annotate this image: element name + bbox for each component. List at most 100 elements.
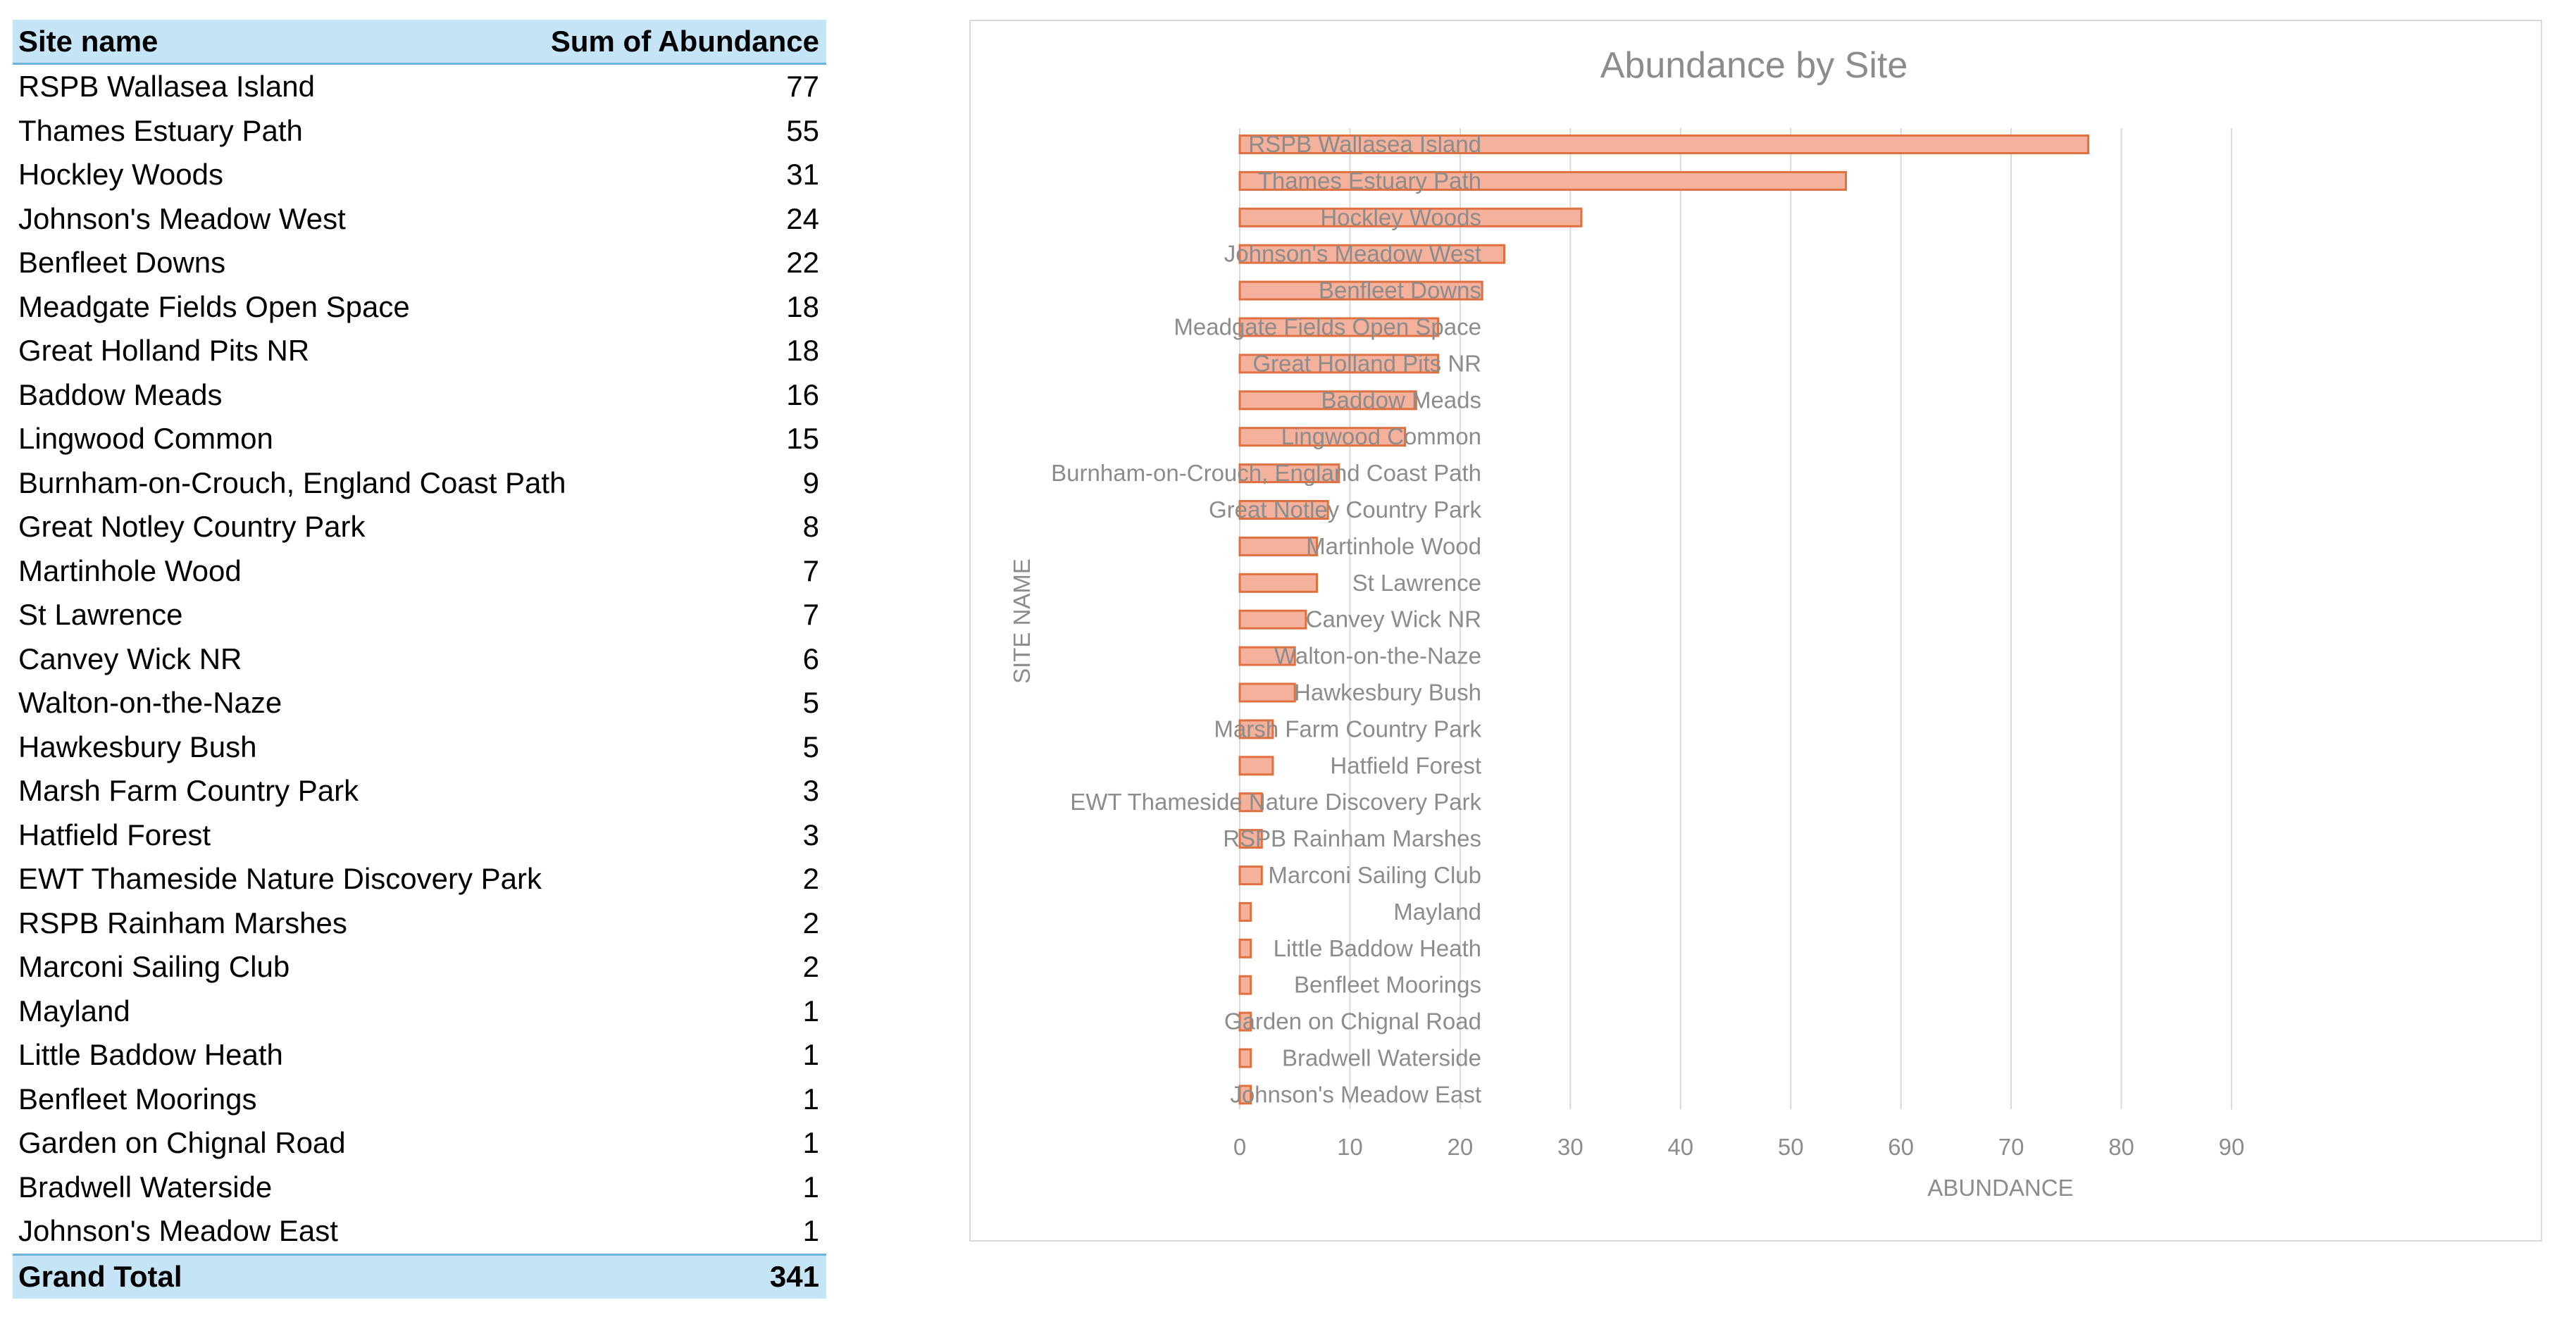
pivot-row-site-name[interactable]: RSPB Rainham Marshes	[18, 906, 347, 939]
pivot-row[interactable]: Thames Estuary Path 55	[13, 108, 826, 153]
bar[interactable]	[1238, 135, 2090, 154]
bar[interactable]	[1238, 756, 1274, 776]
pivot-row-abundance[interactable]: 1	[802, 1214, 819, 1248]
pivot-row-abundance[interactable]: 16	[786, 377, 819, 411]
bar[interactable]	[1238, 500, 1329, 520]
pivot-row[interactable]: Canvey Wick NR 6	[13, 637, 826, 681]
bar[interactable]	[1238, 829, 1263, 849]
bar[interactable]	[1238, 866, 1263, 885]
abundance-chart[interactable]: Abundance by Site RSPB Wallasea Island Th…	[969, 20, 2542, 1242]
bar[interactable]	[1238, 170, 1847, 191]
pivot-row-site-name[interactable]: Garden on Chignal Road	[18, 1126, 346, 1160]
pivot-row-abundance[interactable]: 1	[802, 994, 819, 1028]
pivot-row-site-name[interactable]: Marsh Farm Country Park	[18, 774, 359, 808]
pivot-row-site-name[interactable]: EWT Thameside Nature Discovery Park	[18, 862, 542, 896]
pivot-row-site-name[interactable]: St Lawrence	[18, 598, 183, 632]
pivot-row[interactable]: RSPB Wallasea Island 77	[13, 65, 826, 109]
pivot-row-site-name[interactable]: Hatfield Forest	[18, 818, 211, 851]
pivot-row-site-name[interactable]: Little Baddow Heath	[18, 1038, 283, 1072]
bar[interactable]	[1238, 646, 1296, 666]
pivot-row-abundance[interactable]: 2	[802, 862, 819, 896]
pivot-row[interactable]: EWT Thameside Nature Discovery Park 2	[13, 857, 826, 901]
pivot-row-abundance[interactable]: 18	[786, 289, 819, 323]
bar[interactable]	[1238, 244, 1505, 264]
pivot-row[interactable]: Johnson's Meadow East 1	[13, 1209, 826, 1254]
pivot-row[interactable]: Lingwood Common 15	[13, 417, 826, 461]
pivot-row[interactable]: RSPB Rainham Marshes 2	[13, 901, 826, 945]
pivot-row-abundance[interactable]: 3	[802, 774, 819, 808]
pivot-row[interactable]: Baddow Meads 16	[13, 373, 826, 417]
bar[interactable]	[1238, 792, 1263, 813]
bar[interactable]	[1238, 609, 1307, 630]
pivot-row[interactable]: Great Holland Pits NR 18	[13, 329, 826, 373]
pivot-row-abundance[interactable]: 2	[802, 906, 819, 939]
bar[interactable]	[1238, 354, 1440, 374]
bar[interactable]	[1238, 573, 1319, 593]
pivot-row-site-name[interactable]: Meadgate Fields Open Space	[18, 289, 410, 323]
pivot-row[interactable]: Garden on Chignal Road 1	[13, 1121, 826, 1166]
bar[interactable]	[1238, 207, 1583, 227]
bar[interactable]	[1238, 317, 1440, 337]
pivot-row-abundance[interactable]: 8	[802, 510, 819, 544]
bar[interactable]	[1238, 1085, 1252, 1105]
pivot-row-site-name[interactable]: Burnham-on-Crouch, England Coast Path	[18, 466, 566, 499]
pivot-row-site-name[interactable]: Thames Estuary Path	[18, 113, 303, 147]
pivot-row-site-name[interactable]: Great Notley Country Park	[18, 510, 366, 544]
pivot-row[interactable]: Hatfield Forest 3	[13, 813, 826, 857]
pivot-row-abundance[interactable]: 6	[802, 642, 819, 675]
bar[interactable]	[1238, 280, 1483, 301]
pivot-row-abundance[interactable]: 9	[802, 466, 819, 499]
pivot-row[interactable]: Walton-on-the-Naze 5	[13, 681, 826, 725]
pivot-header-site-name[interactable]: Site name	[18, 24, 158, 58]
pivot-grand-total-label[interactable]: Grand Total	[18, 1260, 182, 1293]
pivot-row[interactable]: Johnson's Meadow West 24	[13, 196, 826, 241]
pivot-row[interactable]: Burnham-on-Crouch, England Coast Path 9	[13, 461, 826, 505]
pivot-row-site-name[interactable]: Martinhole Wood	[18, 554, 242, 587]
pivot-row[interactable]: Meadgate Fields Open Space 18	[13, 285, 826, 329]
pivot-row[interactable]: Hawkesbury Bush 5	[13, 725, 826, 769]
pivot-row-abundance[interactable]: 3	[802, 818, 819, 851]
pivot-row-site-name[interactable]: Great Holland Pits NR	[18, 334, 310, 368]
pivot-row-site-name[interactable]: Johnson's Meadow East	[18, 1214, 338, 1248]
pivot-row-site-name[interactable]: Benfleet Downs	[18, 246, 226, 280]
pivot-grand-total-value[interactable]: 341	[769, 1260, 819, 1293]
pivot-row-site-name[interactable]: Lingwood Common	[18, 422, 273, 456]
pivot-row-abundance[interactable]: 15	[786, 422, 819, 456]
pivot-row-site-name[interactable]: Walton-on-the-Naze	[18, 686, 282, 720]
bar[interactable]	[1238, 463, 1340, 484]
pivot-row-abundance[interactable]: 7	[802, 554, 819, 587]
bar[interactable]	[1238, 427, 1407, 447]
pivot-row-site-name[interactable]: Canvey Wick NR	[18, 642, 242, 675]
pivot-row-site-name[interactable]: Bradwell Waterside	[18, 1170, 273, 1204]
bar[interactable]	[1238, 975, 1252, 995]
pivot-header-row[interactable]: Site name Sum of Abundance	[13, 20, 826, 65]
pivot-grand-total-row[interactable]: Grand Total 341	[13, 1253, 826, 1299]
pivot-row[interactable]: Hockley Woods 31	[13, 153, 826, 197]
pivot-row-abundance[interactable]: 22	[786, 246, 819, 280]
pivot-row-site-name[interactable]: Marconi Sailing Club	[18, 950, 290, 984]
bar[interactable]	[1238, 1011, 1252, 1032]
pivot-row-abundance[interactable]: 7	[802, 598, 819, 632]
pivot-row-site-name[interactable]: Hockley Woods	[18, 158, 224, 192]
pivot-row-site-name[interactable]: Hawkesbury Bush	[18, 730, 257, 763]
pivot-row[interactable]: St Lawrence 7	[13, 593, 826, 637]
pivot-row-abundance[interactable]: 77	[786, 70, 819, 104]
pivot-row-site-name[interactable]: Baddow Meads	[18, 377, 223, 411]
pivot-row[interactable]: Benfleet Moorings 1	[13, 1077, 826, 1121]
pivot-row-site-name[interactable]: Mayland	[18, 994, 130, 1028]
pivot-row-abundance[interactable]: 5	[802, 730, 819, 763]
bar[interactable]	[1238, 682, 1296, 703]
pivot-row[interactable]: Martinhole Wood 7	[13, 549, 826, 593]
pivot-row-abundance[interactable]: 1	[802, 1170, 819, 1204]
pivot-row-abundance[interactable]: 5	[802, 686, 819, 720]
pivot-row-site-name[interactable]: Johnson's Meadow West	[18, 201, 346, 235]
pivot-row-abundance[interactable]: 55	[786, 113, 819, 147]
pivot-header-sum-of-abundance[interactable]: Sum of Abundance	[550, 24, 819, 58]
pivot-row-abundance[interactable]: 1	[802, 1082, 819, 1116]
bar[interactable]	[1238, 719, 1274, 739]
pivot-row[interactable]: Bradwell Waterside 1	[13, 1165, 826, 1209]
pivot-row-site-name[interactable]: Benfleet Moorings	[18, 1082, 257, 1116]
pivot-row-abundance[interactable]: 18	[786, 334, 819, 368]
pivot-row-site-name[interactable]: RSPB Wallasea Island	[18, 70, 315, 104]
bar[interactable]	[1238, 390, 1417, 411]
